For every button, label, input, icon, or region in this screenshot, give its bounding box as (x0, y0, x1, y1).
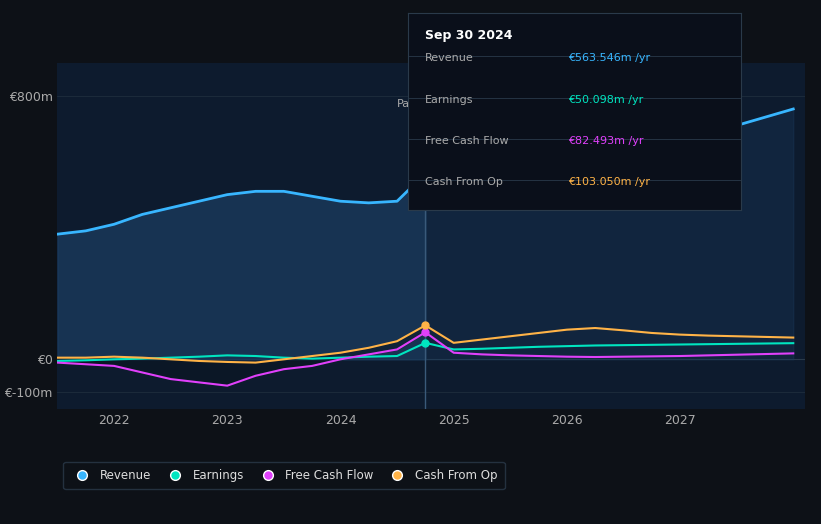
Text: Revenue: Revenue (424, 53, 474, 63)
Text: €563.546m /yr: €563.546m /yr (567, 53, 649, 63)
Text: €103.050m /yr: €103.050m /yr (567, 177, 649, 187)
Text: Cash From Op: Cash From Op (424, 177, 502, 187)
Text: Free Cash Flow: Free Cash Flow (424, 136, 508, 146)
Legend: Revenue, Earnings, Free Cash Flow, Cash From Op: Revenue, Earnings, Free Cash Flow, Cash … (63, 462, 505, 489)
Text: Earnings: Earnings (424, 94, 473, 105)
Text: Sep 30 2024: Sep 30 2024 (424, 29, 512, 42)
Text: €82.493m /yr: €82.493m /yr (567, 136, 643, 146)
Text: Past: Past (397, 99, 420, 109)
Text: Analysts Forecasts: Analysts Forecasts (431, 99, 534, 109)
Text: €50.098m /yr: €50.098m /yr (567, 94, 643, 105)
